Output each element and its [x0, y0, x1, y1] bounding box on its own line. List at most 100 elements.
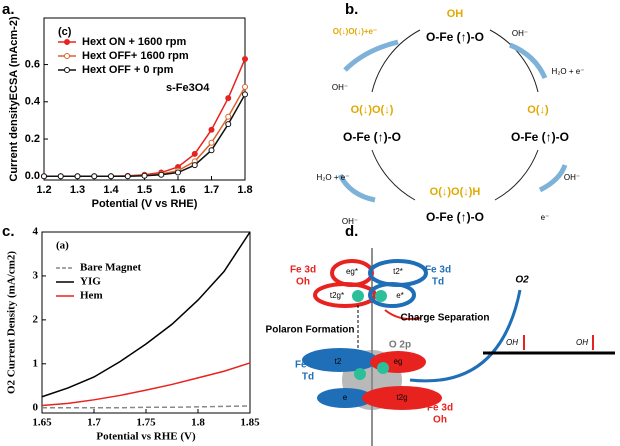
arrow — [409, 289, 522, 383]
annotation: (a) — [56, 240, 69, 252]
y-tick-label: 3 — [33, 269, 39, 281]
diagram-label: OH⁻ — [332, 83, 348, 92]
diagram-label: OH⁻ — [564, 173, 580, 182]
diagram-label: OH — [506, 338, 518, 347]
marker — [242, 83, 248, 90]
panel-label: c. — [2, 223, 15, 240]
diagram-label: H₂O + e⁻ — [552, 67, 585, 76]
diagram-label: Oh — [433, 415, 447, 426]
diagram-label: O(↓) — [527, 104, 549, 116]
x-tick-label: 1.7 — [204, 184, 219, 196]
x-tick-label: 1.5 — [137, 184, 152, 196]
legend-label: Hem — [80, 290, 103, 302]
y-tick-label: 4 — [33, 226, 39, 238]
legend-label: YIG — [80, 276, 101, 288]
marker — [225, 113, 232, 120]
panel-label: b. — [345, 1, 358, 18]
x-tick-label: 1.2 — [36, 184, 51, 196]
electron — [377, 362, 389, 374]
x-tick-label: 1.85 — [240, 417, 260, 429]
diagram-label: Oh — [296, 277, 310, 288]
x-tick-label: 1.8 — [237, 184, 252, 196]
diagram-label: Td — [432, 277, 444, 288]
series-line — [41, 231, 251, 398]
diagram-label: O(↓)O(↓)H — [430, 186, 481, 198]
orbital — [362, 386, 442, 410]
marker — [141, 172, 148, 179]
diagram-label: Fe 3d — [427, 403, 453, 414]
arrows-b — [337, 39, 568, 203]
marker — [242, 91, 248, 98]
x-tick-label: 1.6 — [170, 184, 185, 196]
marker — [225, 121, 232, 128]
diagram-label: Fe 3d — [290, 265, 316, 276]
series-line — [44, 93, 246, 178]
diagram-label: Charge Separation — [401, 313, 490, 324]
diagram-label: eg — [394, 357, 403, 366]
series-line — [44, 58, 246, 178]
x-axis-label: Potential vs RHE (V) — [96, 431, 196, 443]
y-tick-label: 0.6 — [25, 58, 40, 70]
diagram-label: Td — [302, 372, 314, 383]
marker — [242, 55, 248, 62]
marker — [124, 173, 131, 180]
orbital — [313, 282, 377, 308]
legend-marker — [64, 53, 70, 59]
marker — [225, 95, 232, 102]
marker — [208, 139, 215, 146]
diagram-label: OH — [576, 338, 588, 347]
x-tick-label: 1.75 — [136, 417, 156, 429]
annotation: (c) — [58, 26, 72, 38]
diagram-label: e⁻ — [541, 213, 550, 222]
diagram-label: Fe 3d — [295, 360, 321, 371]
x-axis-label: Potential (V vs RHE) — [92, 198, 198, 210]
y-tick-label: 1 — [33, 357, 39, 369]
diagram-label: O-Fe (↑)-O — [511, 130, 569, 144]
diagram-label: t2* — [393, 267, 403, 276]
series-line — [41, 362, 251, 407]
marker — [208, 126, 215, 133]
legend-label: Bare Magnet — [80, 262, 142, 274]
x-tick-label: 1.7 — [87, 417, 101, 429]
marker — [108, 173, 114, 180]
arrow — [343, 39, 399, 72]
x-tick-label: 1.8 — [191, 417, 205, 429]
arrow — [384, 309, 421, 320]
cycle-arc — [494, 149, 539, 201]
panel-b — [371, 29, 539, 201]
legend-label: Hext OFF + 0 rpm — [82, 64, 174, 76]
marker — [41, 173, 47, 180]
diagram-label: O-Fe (↑)-O — [426, 210, 484, 224]
arrow — [538, 164, 568, 193]
y-tick-label: 0.2 — [25, 133, 40, 145]
arrow — [337, 173, 376, 203]
y-tick-label: 0 — [33, 401, 39, 413]
cycle-arc — [371, 149, 416, 201]
marker — [191, 162, 198, 169]
chart: 1.65 1.7 1.75 1.8 1.85 0 1 2 3 4 Potential vs RHE … — [6, 226, 261, 443]
diagram-label: OH — [447, 8, 464, 20]
annotation: s-Fe3O4 — [166, 82, 210, 94]
diagram-label: H₂O + e⁻ — [317, 173, 350, 182]
orbital — [302, 348, 378, 372]
diagram-label: eg* — [346, 267, 358, 276]
panel-d — [302, 248, 615, 446]
marker — [158, 171, 165, 178]
diagram-label: t2g — [396, 393, 407, 402]
diagram-label: Fe 3d — [425, 265, 451, 276]
marker — [175, 169, 181, 176]
y-tick-label: 0.0 — [25, 170, 40, 182]
series-line — [44, 86, 246, 178]
panel-label: d. — [345, 223, 358, 240]
y-axis-label: Current densityECSA (mAcm-2) — [8, 16, 20, 182]
diagram-label: O-Fe (↑)-O — [343, 130, 401, 144]
marker — [208, 147, 215, 154]
diagram-label: OH⁻ — [342, 217, 358, 226]
x-tick-label: 1.65 — [32, 417, 52, 429]
orbital — [368, 282, 416, 308]
diagram-label: t2 — [335, 357, 342, 366]
marker — [191, 150, 198, 157]
x-tick-label: 1.4 — [103, 184, 119, 196]
electron — [375, 290, 387, 302]
